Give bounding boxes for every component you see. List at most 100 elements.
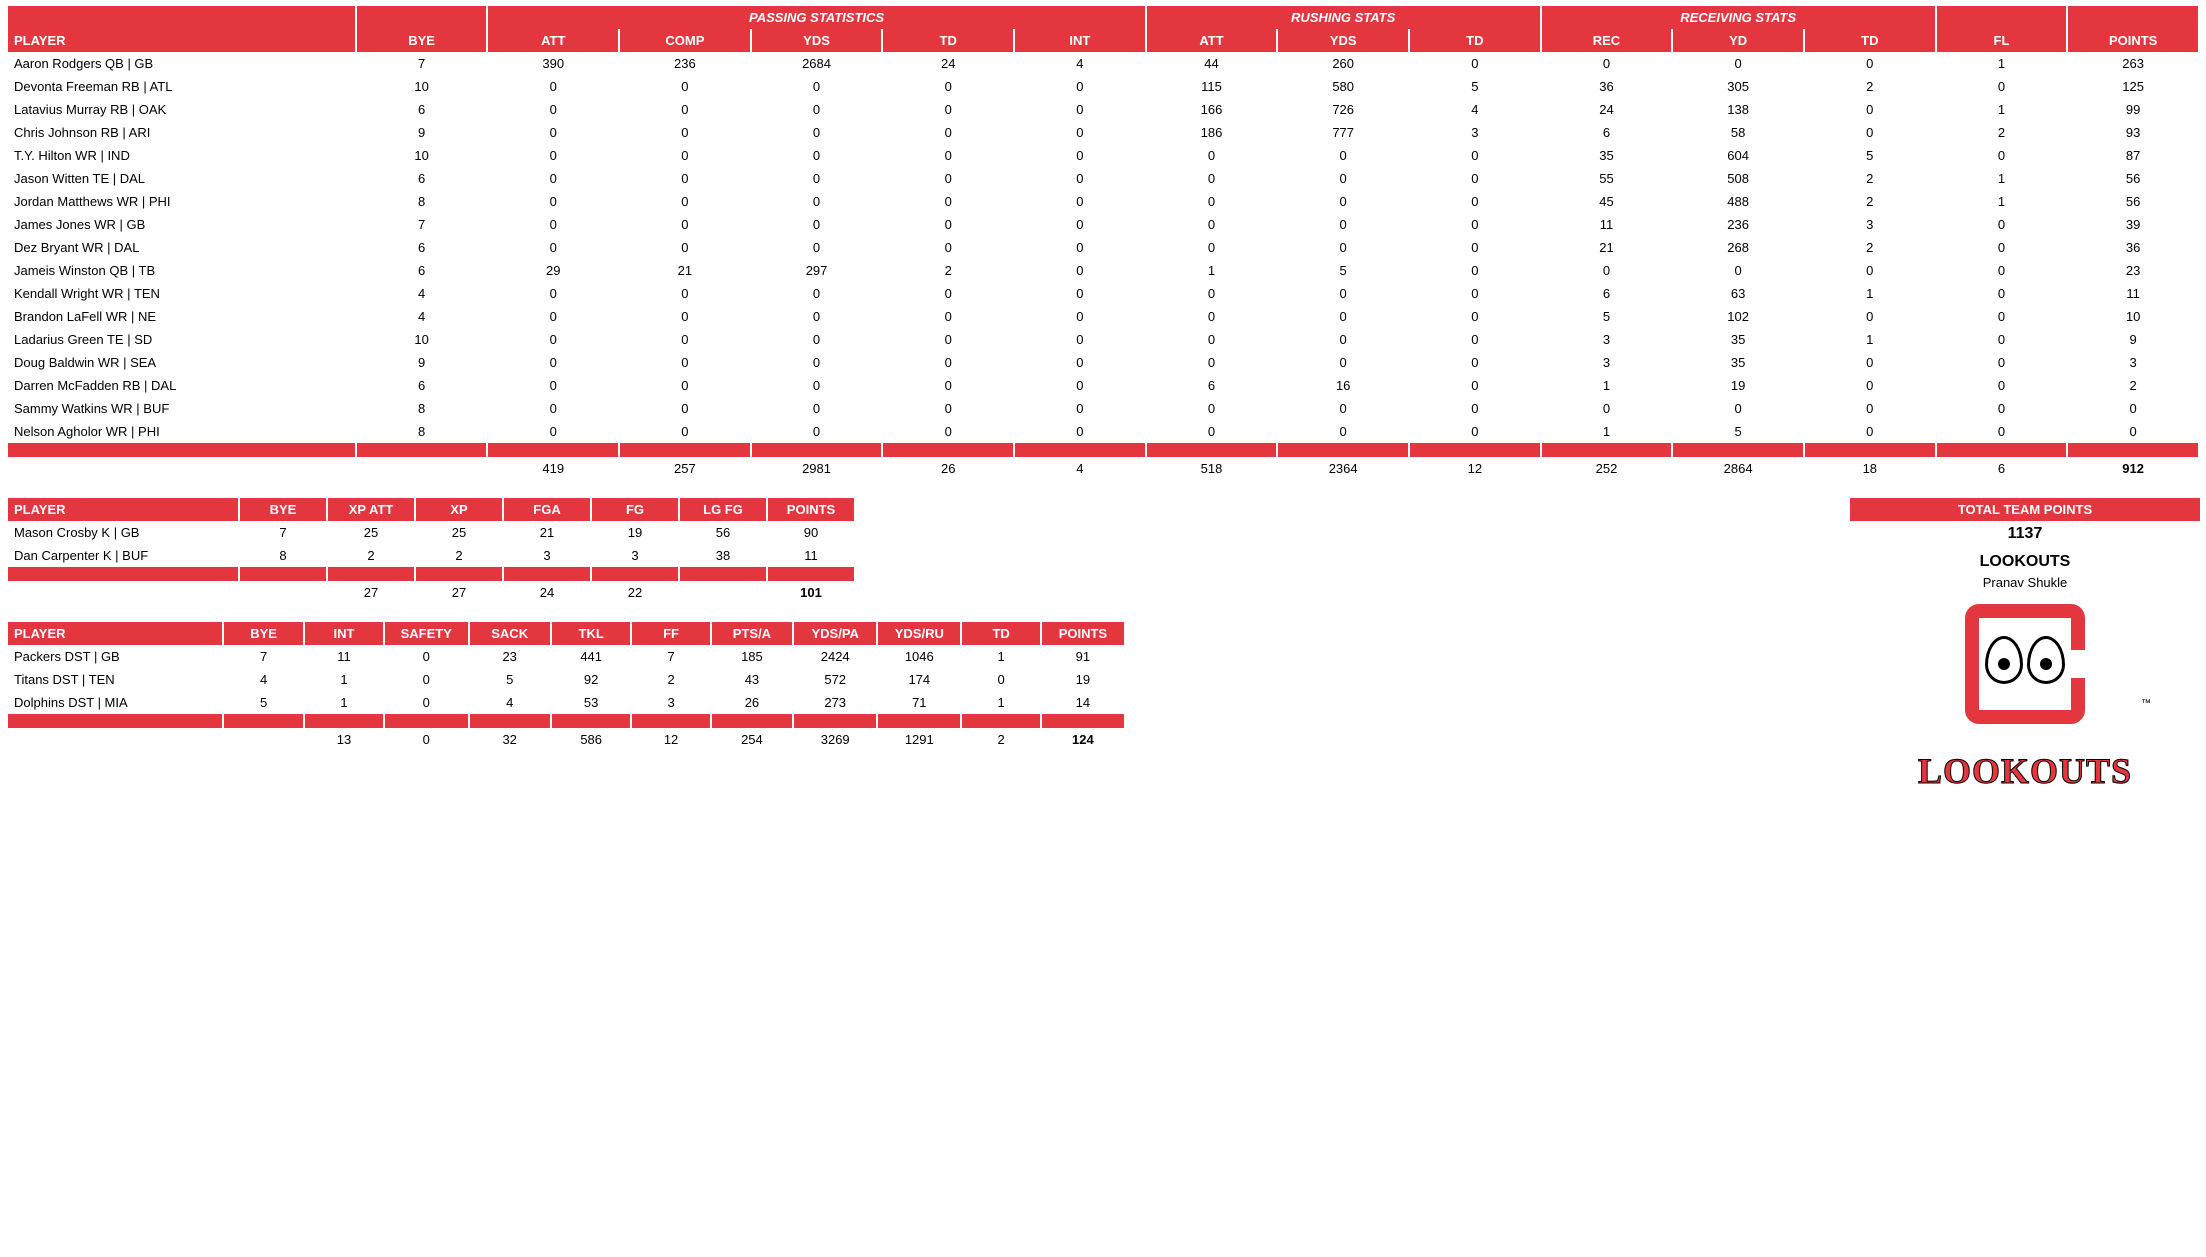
stat-cell: 0 xyxy=(488,213,618,236)
totals-cell: 518 xyxy=(1147,457,1277,480)
stat-cell: 0 xyxy=(1805,259,1935,282)
column-header: LG FG xyxy=(680,498,766,521)
rushing-group-header: RUSHING STATS xyxy=(1147,6,1540,29)
stat-cell: 0 xyxy=(1542,52,1672,75)
totals-cell xyxy=(8,457,355,480)
stat-cell: 3 xyxy=(1542,328,1672,351)
player-cell: Ladarius Green TE | SD xyxy=(8,328,355,351)
stat-cell: 1 xyxy=(962,691,1039,714)
stat-cell: 16 xyxy=(1278,374,1408,397)
stat-cell: 0 xyxy=(488,144,618,167)
stat-cell: 0 xyxy=(1937,144,2067,167)
stat-cell: 5 xyxy=(470,668,550,691)
column-header: XP ATT xyxy=(328,498,414,521)
stat-cell: 93 xyxy=(2068,121,2198,144)
player-cell: Doug Baldwin WR | SEA xyxy=(8,351,355,374)
table-row: Mason Crosby K | GB7252521195690 xyxy=(8,521,854,544)
stat-cell: 125 xyxy=(2068,75,2198,98)
stat-cell: 35 xyxy=(1542,144,1672,167)
player-cell: Nelson Agholor WR | PHI xyxy=(8,420,355,443)
stat-cell: 0 xyxy=(752,167,882,190)
receiving-group-header: RECEIVING STATS xyxy=(1542,6,1935,29)
stat-cell: 0 xyxy=(1015,75,1145,98)
stat-cell: 3 xyxy=(632,691,709,714)
player-cell: Chris Johnson RB | ARI xyxy=(8,121,355,144)
totals-cell: 18 xyxy=(1805,457,1935,480)
column-header: FG xyxy=(592,498,678,521)
stat-cell: 0 xyxy=(752,420,882,443)
stat-cell: 1 xyxy=(962,645,1039,668)
stat-cell: 11 xyxy=(768,544,854,567)
stat-cell: 0 xyxy=(883,98,1013,121)
column-header: PLAYER xyxy=(8,29,355,52)
stat-cell: 0 xyxy=(1015,420,1145,443)
stat-cell: 71 xyxy=(878,691,960,714)
totals-cell: 252 xyxy=(1542,457,1672,480)
stat-cell: 0 xyxy=(488,397,618,420)
stat-cell: 0 xyxy=(1278,351,1408,374)
stat-cell: 11 xyxy=(2068,282,2198,305)
stat-cell: 0 xyxy=(620,75,750,98)
stat-cell: 0 xyxy=(1805,397,1935,420)
column-header: INT xyxy=(305,622,383,645)
stat-cell: 63 xyxy=(1673,282,1803,305)
stat-cell: 0 xyxy=(620,420,750,443)
stat-cell: 3 xyxy=(1805,213,1935,236)
table-row: Aaron Rodgers QB | GB7390236268424444260… xyxy=(8,52,2198,75)
table-row: Chris Johnson RB | ARI900000186777365802… xyxy=(8,121,2198,144)
totals-cell: 12 xyxy=(1410,457,1540,480)
table-row: Packers DST | GB711023441718524241046191 xyxy=(8,645,1124,668)
stat-cell: 5 xyxy=(1542,305,1672,328)
stat-cell: 8 xyxy=(357,397,487,420)
table-row: James Jones WR | GB700000000112363039 xyxy=(8,213,2198,236)
totals-cell xyxy=(680,581,766,604)
stat-cell: 0 xyxy=(752,328,882,351)
stat-cell: 6 xyxy=(357,236,487,259)
totals-cell: 2364 xyxy=(1278,457,1408,480)
totals-cell: 2864 xyxy=(1673,457,1803,480)
stat-cell: 0 xyxy=(752,236,882,259)
totals-cell: 1291 xyxy=(878,728,960,751)
stat-cell: 44 xyxy=(1147,52,1277,75)
stat-cell: 166 xyxy=(1147,98,1277,121)
stat-cell: 36 xyxy=(2068,236,2198,259)
stat-cell: 0 xyxy=(1937,397,2067,420)
stat-cell: 0 xyxy=(1410,305,1540,328)
stat-cell: 268 xyxy=(1673,236,1803,259)
stat-cell: 9 xyxy=(2068,328,2198,351)
stat-cell: 0 xyxy=(1147,397,1277,420)
separator-row xyxy=(8,443,2198,457)
stat-cell: 2 xyxy=(2068,374,2198,397)
stat-cell: 0 xyxy=(488,167,618,190)
table-row: Nelson Agholor WR | PHI80000000015000 xyxy=(8,420,2198,443)
stat-cell: 174 xyxy=(878,668,960,691)
stat-cell: 29 xyxy=(488,259,618,282)
stat-cell: 0 xyxy=(620,374,750,397)
stat-cell: 0 xyxy=(1147,420,1277,443)
stat-cell: 0 xyxy=(1015,144,1145,167)
stat-cell: 4 xyxy=(470,691,550,714)
stat-cell: 10 xyxy=(357,144,487,167)
stat-cell: 0 xyxy=(1410,282,1540,305)
player-cell: Brandon LaFell WR | NE xyxy=(8,305,355,328)
stat-cell: 580 xyxy=(1278,75,1408,98)
table-row: Brandon LaFell WR | NE40000000051020010 xyxy=(8,305,2198,328)
separator-row xyxy=(8,714,1124,728)
stat-cell: 0 xyxy=(1937,305,2067,328)
stat-cell: 297 xyxy=(752,259,882,282)
stat-cell: 0 xyxy=(1410,190,1540,213)
totals-row: 41925729812645182364122522864186912 xyxy=(8,457,2198,480)
stat-cell: 0 xyxy=(883,236,1013,259)
column-header: ATT xyxy=(1147,29,1277,52)
totals-cell: 27 xyxy=(416,581,502,604)
stat-cell: 0 xyxy=(488,75,618,98)
stat-cell: 11 xyxy=(305,645,383,668)
player-cell: James Jones WR | GB xyxy=(8,213,355,236)
stat-cell: 3 xyxy=(2068,351,2198,374)
stat-cell: 0 xyxy=(1410,259,1540,282)
stat-cell: 5 xyxy=(1673,420,1803,443)
stat-cell: 2 xyxy=(1805,236,1935,259)
stat-cell: 7 xyxy=(240,521,326,544)
stat-cell: 0 xyxy=(620,397,750,420)
column-header: YDS xyxy=(1278,29,1408,52)
